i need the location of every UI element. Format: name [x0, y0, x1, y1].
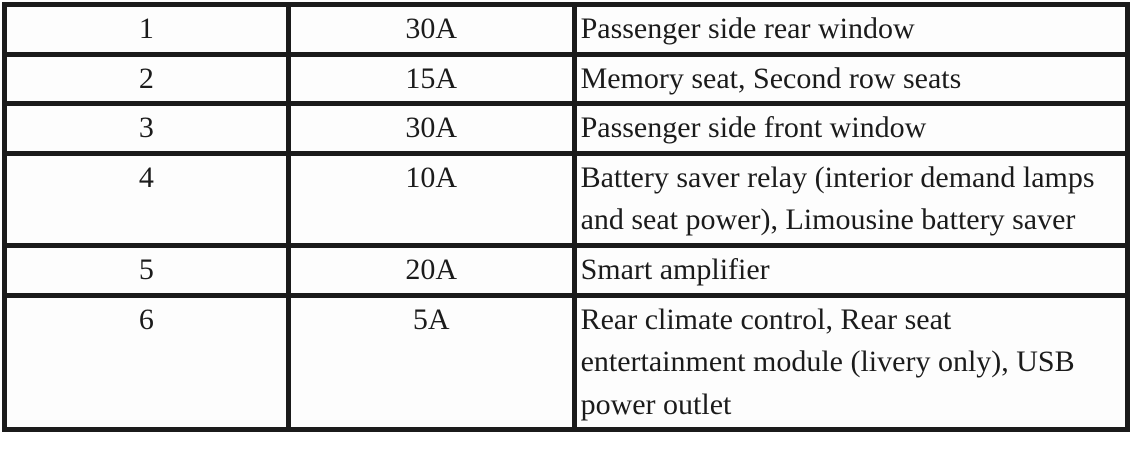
- description-cell: Passenger side front window: [571, 101, 1131, 156]
- fuse-number-cell: 1: [2, 2, 291, 57]
- amperage-cell: 10A: [285, 150, 577, 248]
- fuse-table: 1 30A Passenger side rear window 2 15A M…: [2, 2, 1131, 433]
- description-cell: Smart amplifier: [571, 242, 1131, 298]
- table-row: 6 5A Rear climate control, Rear seat ent…: [2, 292, 1131, 433]
- fuse-number-cell: 6: [2, 292, 291, 433]
- amperage-cell: 30A: [285, 101, 577, 156]
- fuse-number-cell: 5: [2, 242, 291, 298]
- table-row: 3 30A Passenger side front window: [2, 101, 1131, 156]
- fuse-number-cell: 2: [2, 51, 291, 107]
- fuse-number-cell: 4: [2, 150, 291, 248]
- table-row: 2 15A Memory seat, Second row seats: [2, 51, 1131, 107]
- table-row: 1 30A Passenger side rear window: [2, 2, 1131, 57]
- table-row: 4 10A Battery saver relay (interior dema…: [2, 150, 1131, 248]
- description-cell: Rear climate control, Rear seat entertai…: [571, 292, 1131, 433]
- amperage-cell: 15A: [285, 51, 577, 107]
- table-row: 5 20A Smart amplifier: [2, 242, 1131, 298]
- description-cell: Battery saver relay (interior demand lam…: [571, 150, 1131, 248]
- description-cell: Passenger side rear window: [571, 2, 1131, 57]
- description-cell: Memory seat, Second row seats: [571, 51, 1131, 107]
- fuse-number-cell: 3: [2, 101, 291, 156]
- amperage-cell: 30A: [285, 2, 577, 57]
- amperage-cell: 5A: [285, 292, 577, 433]
- amperage-cell: 20A: [285, 242, 577, 298]
